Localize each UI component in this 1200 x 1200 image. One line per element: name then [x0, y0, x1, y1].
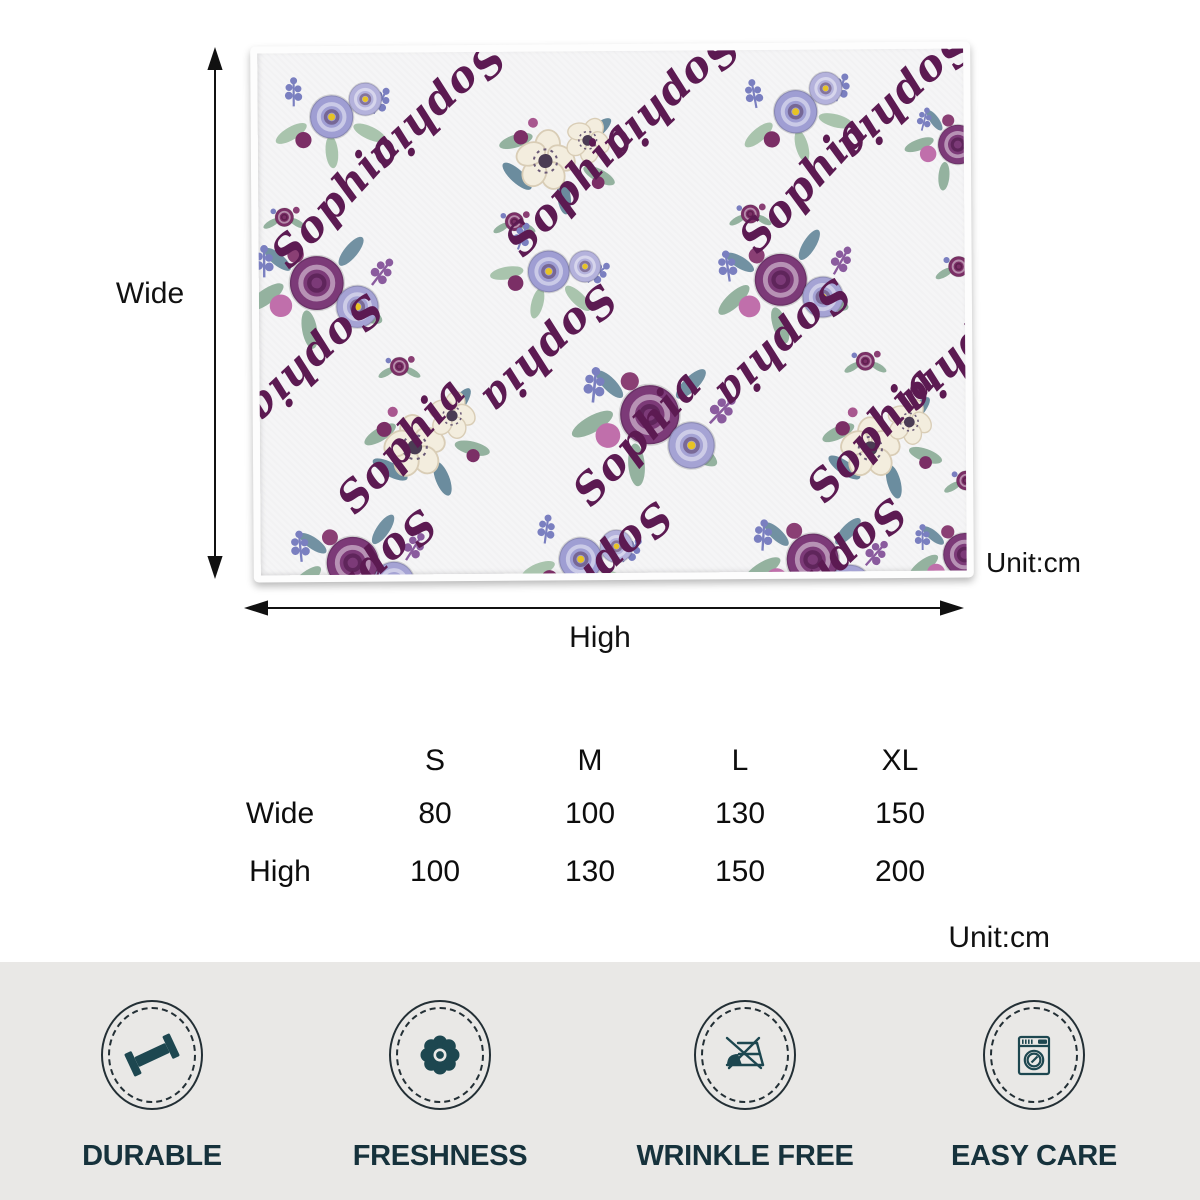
no-iron-icon: [725, 1036, 765, 1070]
flower-icon: [420, 1035, 460, 1075]
washing-machine-icon: [1017, 1035, 1051, 1076]
wide-value-m: 100: [564, 797, 616, 830]
size-column-l: L: [731, 744, 749, 777]
high-value-l: 150: [714, 855, 766, 888]
high-value-s: 100: [409, 855, 461, 888]
floral-bouquet: [934, 255, 967, 282]
unit-label-table: Unit:cm: [948, 921, 1050, 954]
floral-bouquet: [843, 351, 888, 375]
feature-wrinkle-free: WRINKLE FREE: [615, 1000, 875, 1173]
wide-value-s: 80: [418, 797, 452, 830]
feature-label: DURABLE: [82, 1140, 222, 1172]
wide-value-l: 130: [714, 797, 766, 830]
wide-dimension-label: Wide: [115, 277, 185, 310]
high-dimension-label: High: [569, 621, 631, 654]
wrinkle-free-badge: [694, 1000, 796, 1110]
feature-label: EASY CARE: [951, 1140, 1117, 1172]
size-column-s: S: [424, 744, 445, 777]
dumbbell-icon: [124, 1033, 180, 1077]
size-table: S M L XL Wide 80 100 130 150 High 100 13…: [205, 737, 985, 901]
feature-easy-care: EASY CARE: [904, 1000, 1164, 1173]
wide-value-xl: 150: [874, 797, 926, 830]
feature-freshness: FRESHNESS: [310, 1000, 570, 1173]
durable-badge: [101, 1000, 203, 1110]
size-column-xl: XL: [881, 744, 919, 777]
wide-arrow: [207, 47, 223, 579]
floral-bouquet: [942, 469, 966, 494]
freshness-badge: [389, 1000, 491, 1110]
size-row-high-label: High: [249, 855, 311, 888]
blanket-preview: Sophia Sophia Sophia Sophia Sophia Sophia Soph…: [250, 41, 974, 583]
high-value-m: 130: [564, 855, 616, 888]
easy-care-badge: [983, 1000, 1085, 1110]
feature-label: FRESHNESS: [352, 1140, 528, 1172]
floral-bouquet: [377, 356, 422, 380]
unit-label-diagram: Unit:cm: [986, 547, 1081, 578]
high-value-xl: 200: [874, 855, 926, 888]
size-row-wide-label: Wide: [245, 797, 315, 830]
size-column-m: M: [577, 744, 603, 777]
blanket-name-text: Sophia: [471, 275, 626, 426]
feature-durable: DURABLE: [22, 1000, 282, 1173]
size-table-corner: [205, 737, 355, 785]
blanket-name-text: Sophia: [327, 366, 476, 522]
feature-label: WRINKLE FREE: [636, 1140, 854, 1172]
high-arrow: [244, 600, 964, 616]
